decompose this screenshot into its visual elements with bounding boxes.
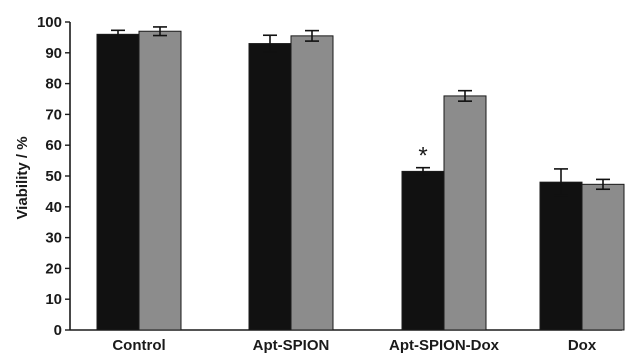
y-tick-label: 0	[54, 322, 62, 339]
bar	[539, 181, 583, 331]
bar	[96, 33, 140, 331]
y-tick-label: 20	[45, 260, 62, 277]
bar	[248, 43, 292, 331]
bar	[581, 183, 625, 331]
y-tick-label: 30	[45, 230, 62, 247]
y-tick-label: 10	[45, 291, 62, 308]
x-tick-label: Apt-SPION	[253, 337, 330, 354]
y-tick-label: 60	[45, 137, 62, 154]
y-tick-label: 40	[45, 199, 62, 216]
significance-asterisk: *	[418, 143, 427, 170]
bar	[138, 30, 182, 331]
y-tick-label: 80	[45, 76, 62, 93]
y-tick-label: 100	[37, 14, 62, 31]
bar	[401, 170, 445, 331]
x-tick-label: Apt-SPION-Dox	[389, 337, 500, 354]
x-tick-label: Control	[112, 337, 165, 354]
y-axis-title: Viability / %	[14, 136, 31, 219]
x-tick-label: Dox	[568, 337, 597, 354]
y-tick-label: 70	[45, 106, 62, 123]
y-tick-label: 50	[45, 168, 62, 185]
y-tick-label: 90	[45, 45, 62, 62]
bar	[443, 95, 487, 331]
bar	[290, 35, 334, 331]
